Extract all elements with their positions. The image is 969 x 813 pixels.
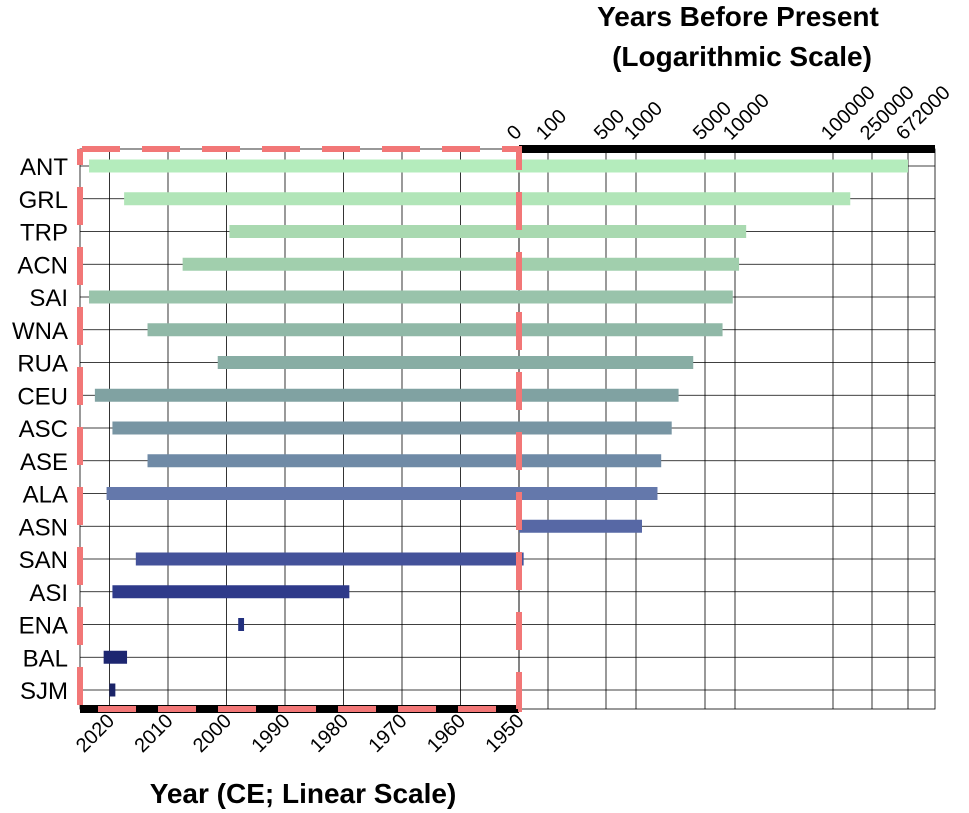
dashed-frame xyxy=(77,146,522,712)
region-label-bal: BAL xyxy=(23,645,68,672)
bar-ase xyxy=(147,454,662,468)
bar-sai xyxy=(89,290,733,304)
region-label-ant: ANT xyxy=(20,154,68,181)
bar-wna xyxy=(147,323,723,337)
top-tick-label: 0 xyxy=(503,121,526,144)
bottom-axis-title: Year (CE; Linear Scale) xyxy=(150,778,457,809)
region-label-sai: SAI xyxy=(29,285,68,312)
bottom-tick-label: 2010 xyxy=(131,710,178,757)
bar-asn xyxy=(519,519,642,533)
region-label-ala: ALA xyxy=(23,482,68,509)
top-axis-title-line1: Years Before Present xyxy=(597,1,879,32)
bar-ant xyxy=(89,159,908,173)
region-label-sjm: SJM xyxy=(20,678,68,705)
labels: Years Before Present (Logarithmic Scale)… xyxy=(12,1,955,809)
top-tick-label: 1000 xyxy=(620,98,667,145)
region-label-wna: WNA xyxy=(12,318,68,345)
axes xyxy=(77,145,935,713)
bar-sjm xyxy=(109,683,116,697)
region-label-asc: ASC xyxy=(19,416,68,443)
region-label-grl: GRL xyxy=(19,187,68,214)
region-label-asn: ASN xyxy=(19,514,68,541)
bottom-tick-label: 1970 xyxy=(365,710,412,757)
bar-ala xyxy=(106,487,658,500)
region-label-ase: ASE xyxy=(20,449,68,476)
bottom-tick-label: 1950 xyxy=(482,710,529,757)
region-label-ceu: CEU xyxy=(17,383,68,410)
region-label-trp: TRP xyxy=(20,220,68,247)
region-label-san: SAN xyxy=(19,547,68,574)
bar-asi xyxy=(112,585,350,599)
bar-ceu xyxy=(94,388,679,402)
bar-rua xyxy=(217,356,694,369)
region-label-asi: ASI xyxy=(29,580,68,607)
bottom-tick-label: 1990 xyxy=(248,710,295,757)
top-tick-label: 100 xyxy=(532,105,571,144)
bottom-tick-label: 2000 xyxy=(189,710,236,757)
region-label-ena: ENA xyxy=(19,613,68,640)
bottom-tick-label: 1960 xyxy=(423,710,470,757)
bar-asc xyxy=(112,421,672,435)
bar-acn xyxy=(182,257,740,271)
bottom-tick-label: 2020 xyxy=(72,710,119,757)
top-axis-title-line2: (Logarithmic Scale) xyxy=(612,41,872,72)
bar-grl xyxy=(124,192,851,206)
bars xyxy=(89,159,908,697)
bar-bal xyxy=(103,650,128,664)
bar-ena xyxy=(238,618,245,631)
bar-san xyxy=(135,552,524,566)
region-label-rua: RUA xyxy=(17,351,68,378)
bar-trp xyxy=(229,225,747,238)
region-label-acn: ACN xyxy=(17,252,68,279)
bottom-tick-label: 1980 xyxy=(306,710,353,757)
